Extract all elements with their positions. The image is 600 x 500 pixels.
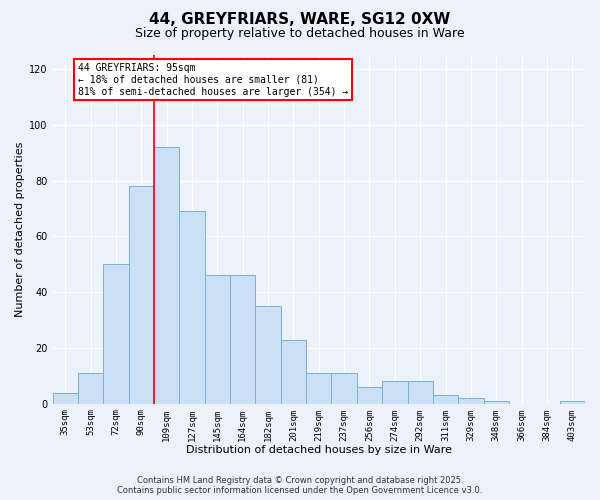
Bar [560, 401, 585, 404]
Bar [407, 382, 433, 404]
X-axis label: Distribution of detached houses by size in Ware: Distribution of detached houses by size … [186, 445, 452, 455]
Bar [128, 186, 154, 404]
Bar [382, 382, 407, 404]
Bar [331, 373, 357, 404]
Bar [458, 398, 484, 404]
Bar [256, 306, 281, 404]
Bar [103, 264, 128, 404]
Text: 44, GREYFRIARS, WARE, SG12 0XW: 44, GREYFRIARS, WARE, SG12 0XW [149, 12, 451, 28]
Text: 44 GREYFRIARS: 95sqm
← 18% of detached houses are smaller (81)
81% of semi-detac: 44 GREYFRIARS: 95sqm ← 18% of detached h… [78, 64, 348, 96]
Bar [230, 276, 256, 404]
Y-axis label: Number of detached properties: Number of detached properties [15, 142, 25, 317]
Bar [306, 373, 331, 404]
Bar [484, 401, 509, 404]
Text: Size of property relative to detached houses in Ware: Size of property relative to detached ho… [135, 28, 465, 40]
Bar [78, 373, 103, 404]
Bar [205, 276, 230, 404]
Bar [281, 340, 306, 404]
Bar [53, 392, 78, 404]
Bar [179, 211, 205, 404]
Bar [357, 387, 382, 404]
Bar [433, 396, 458, 404]
Bar [154, 147, 179, 404]
Text: Contains HM Land Registry data © Crown copyright and database right 2025.
Contai: Contains HM Land Registry data © Crown c… [118, 476, 482, 495]
